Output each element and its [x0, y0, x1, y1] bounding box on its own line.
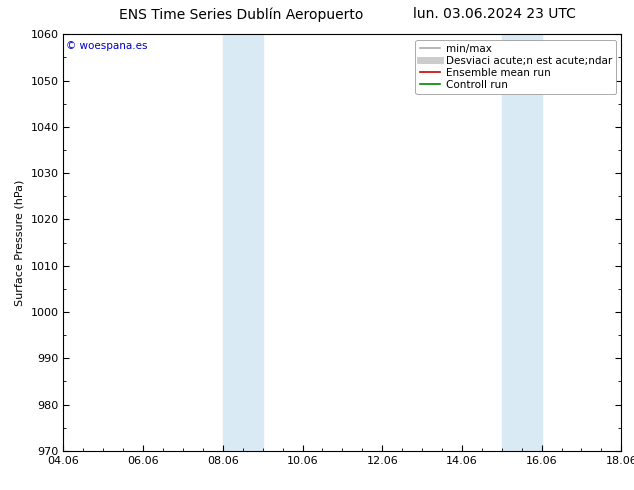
Legend: min/max, Desviaci acute;n est acute;ndar, Ensemble mean run, Controll run: min/max, Desviaci acute;n est acute;ndar… [415, 40, 616, 94]
Y-axis label: Surface Pressure (hPa): Surface Pressure (hPa) [15, 179, 25, 306]
Text: lun. 03.06.2024 23 UTC: lun. 03.06.2024 23 UTC [413, 7, 576, 22]
Bar [223, 34, 262, 451]
Bar [501, 34, 541, 451]
Text: © woespana.es: © woespana.es [66, 41, 148, 50]
Text: ENS Time Series Dublín Aeropuerto: ENS Time Series Dublín Aeropuerto [119, 7, 363, 22]
